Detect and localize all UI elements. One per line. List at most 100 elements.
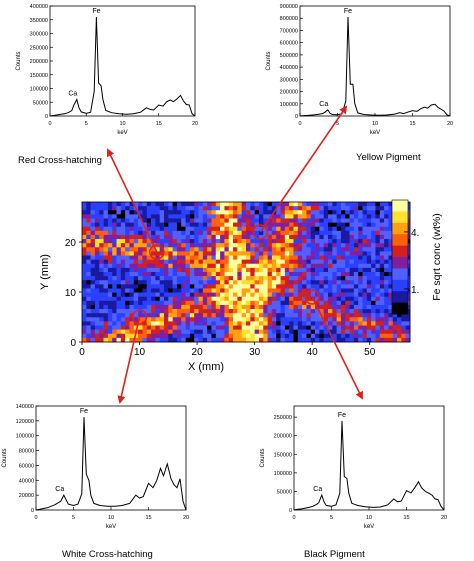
map-cell (284, 329, 290, 335)
map-cell (168, 325, 173, 330)
map-cell (129, 247, 135, 252)
map-cell (181, 325, 186, 330)
map-cell (241, 288, 247, 293)
peak-label-fe: Fe (92, 8, 100, 15)
x-tick-label: 20 (441, 515, 447, 521)
map-cell (310, 214, 316, 219)
map-cell (250, 251, 255, 256)
map-cell (159, 284, 165, 289)
map-cell (151, 304, 156, 310)
map-cell (189, 239, 195, 244)
map-cell (297, 243, 303, 248)
colorbar-cell (392, 231, 408, 235)
map-cell (358, 304, 363, 310)
map-cell (86, 304, 91, 310)
map-cell (319, 206, 324, 211)
map-cell (254, 300, 260, 306)
map-cell (189, 206, 195, 211)
map-cell (379, 259, 385, 265)
map-cell (241, 263, 247, 269)
map-cell (198, 317, 204, 322)
map-cell (353, 243, 359, 248)
map-cell (185, 321, 191, 326)
map-cell (310, 230, 316, 236)
map-cell (254, 337, 260, 343)
map-cell (297, 313, 303, 318)
x-tick-label: 15 (403, 515, 409, 521)
map-cell (220, 214, 225, 219)
map-cell (138, 222, 143, 228)
map-cell (241, 234, 247, 240)
map-cell (159, 329, 165, 335)
map-cell (306, 214, 312, 219)
colorbar-cell (392, 239, 408, 244)
map-cell (276, 263, 281, 269)
map-cell (358, 288, 363, 293)
map-cell (185, 276, 191, 281)
map-cell (224, 243, 230, 248)
map-cell (90, 309, 96, 314)
map-cell (189, 222, 195, 228)
map-cell (99, 337, 104, 343)
map-cell (202, 255, 208, 260)
map-cell (336, 263, 342, 269)
map-cell (202, 276, 208, 281)
map-cell (112, 259, 117, 265)
map-cell (233, 333, 238, 339)
map-cell (82, 317, 87, 322)
map-cell (151, 222, 156, 228)
map-cell (267, 309, 273, 314)
map-cell (384, 333, 389, 339)
map-cell (254, 267, 260, 273)
map-cell (384, 267, 389, 273)
map-cell (155, 230, 160, 236)
map-cell (189, 255, 195, 260)
map-cell (353, 206, 359, 211)
map-cell (241, 317, 247, 322)
map-cell (353, 325, 359, 330)
map-cell (345, 243, 350, 248)
map-cell (258, 214, 264, 219)
map-cell (362, 309, 368, 314)
map-cell (263, 317, 268, 322)
x-tick-label: 20 (183, 515, 189, 521)
map-cell (340, 230, 346, 236)
map-cell (375, 276, 381, 281)
map-cell (405, 337, 411, 343)
map-cell (159, 226, 165, 232)
map-cell (142, 267, 148, 273)
map-cell (310, 226, 316, 232)
map-cell (164, 234, 169, 240)
map-cell (116, 202, 122, 207)
map-cell (379, 272, 385, 277)
map-cell (379, 296, 385, 302)
map-cell (319, 247, 324, 252)
map-cell (323, 239, 329, 244)
map-cell (384, 214, 389, 219)
map-cell (328, 226, 333, 232)
map-cell (362, 333, 368, 339)
map-cell (246, 218, 251, 223)
map-cell (293, 230, 299, 236)
map-cell (198, 247, 204, 252)
map-cell (323, 280, 329, 285)
map-cell (271, 251, 277, 256)
map-cell (90, 272, 96, 277)
map-cell (82, 280, 87, 285)
map-cell (151, 337, 156, 343)
map-cell (397, 313, 402, 318)
map-cell (94, 239, 100, 244)
map-cell (125, 317, 130, 322)
map-cell (82, 214, 87, 219)
map-cell (323, 206, 329, 211)
map-cell (220, 202, 225, 207)
x-axis-label: keV (106, 524, 116, 530)
map-cell (271, 206, 277, 211)
map-cell (345, 280, 350, 285)
map-cell (207, 267, 212, 273)
map-cell (315, 317, 320, 322)
map-cell (172, 325, 178, 330)
y-tick-label: 250000 (30, 45, 48, 51)
map-cell (172, 267, 178, 273)
map-cell (125, 206, 130, 211)
